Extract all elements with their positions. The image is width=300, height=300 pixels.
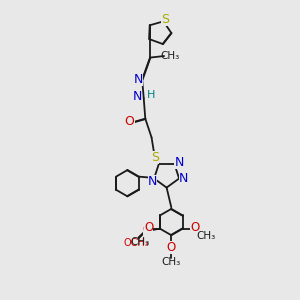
Text: S: S: [151, 151, 159, 164]
Text: O: O: [167, 241, 176, 254]
Text: CH₃: CH₃: [161, 51, 180, 61]
Text: OCH₃: OCH₃: [124, 238, 150, 248]
Text: N: N: [148, 175, 157, 188]
Text: CH₃: CH₃: [162, 256, 181, 266]
Text: N: N: [179, 172, 188, 185]
Text: O: O: [143, 223, 152, 236]
Text: N: N: [133, 90, 142, 103]
Text: O: O: [190, 220, 199, 234]
Text: CH₃: CH₃: [196, 230, 215, 241]
Text: H: H: [146, 90, 155, 100]
Text: N: N: [174, 156, 184, 169]
Text: CH₃: CH₃: [130, 237, 149, 247]
Text: O: O: [144, 220, 153, 234]
Text: O: O: [125, 115, 135, 128]
Text: S: S: [161, 13, 169, 26]
Text: N: N: [134, 73, 143, 86]
